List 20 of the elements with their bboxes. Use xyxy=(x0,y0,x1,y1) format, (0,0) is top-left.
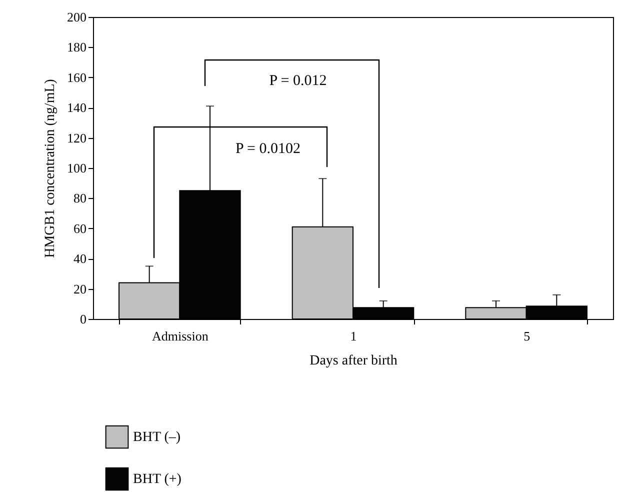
x-axis-title: Days after birth xyxy=(310,354,398,368)
y-tick-label: 200 xyxy=(67,10,86,24)
legend-label: BHT (+) xyxy=(133,472,182,487)
y-tick-label: 40 xyxy=(74,251,86,266)
y-tick-label: 60 xyxy=(74,220,86,236)
x-tick-label: Admission xyxy=(152,328,209,344)
y-tick-label: 140 xyxy=(67,100,86,116)
y-axis-title: HMGB1 concentration (ng/mL) xyxy=(43,78,58,258)
y-tick-label: 160 xyxy=(67,70,86,85)
y-tick-label: 180 xyxy=(67,40,86,55)
annotation: P = 0.012 xyxy=(269,73,327,89)
y-tick-label: 80 xyxy=(74,190,86,206)
x-tick-label: 5 xyxy=(524,328,530,344)
annotation: P = 0.0102 xyxy=(236,141,300,157)
y-tick-label: 120 xyxy=(67,130,86,146)
y-tick-label: 20 xyxy=(74,281,86,296)
x-tick-label: 1 xyxy=(350,328,357,344)
y-tick-label: 100 xyxy=(67,160,86,176)
legend-label: BHT (–) xyxy=(133,430,181,445)
y-tick-label: 0 xyxy=(80,312,86,326)
